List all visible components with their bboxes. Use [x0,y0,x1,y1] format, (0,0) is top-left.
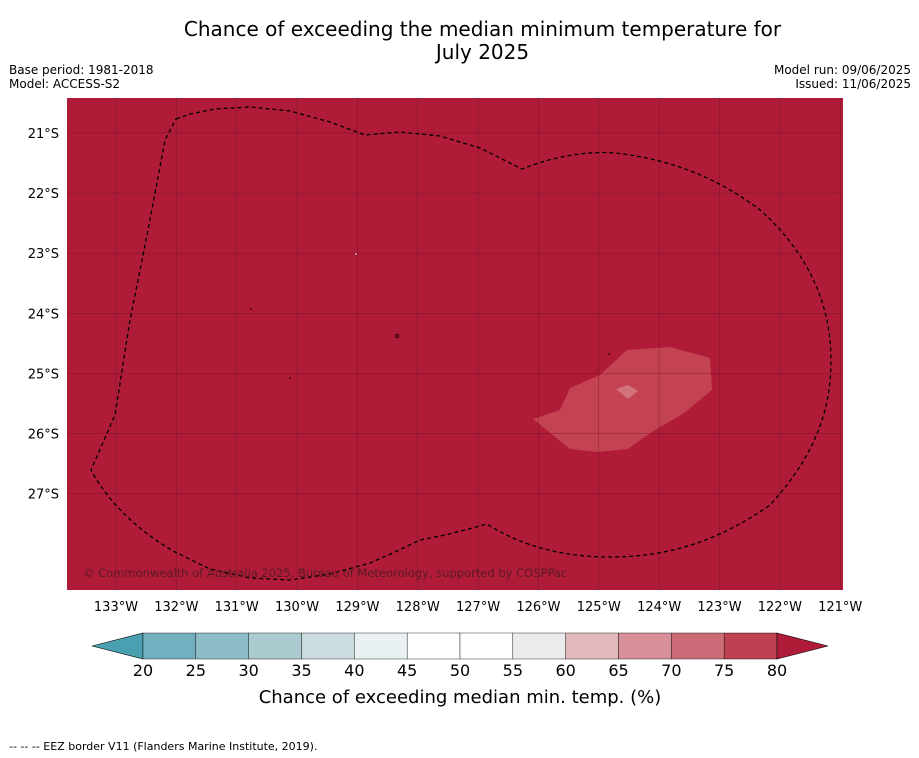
copyright-notice: © Commonwealth of Australia 2025, Bureau… [83,566,567,580]
colorbar-segments [142,632,778,660]
lon-tick-label: 124°W [637,600,681,615]
colorbar-tick-label: 45 [397,661,417,680]
island-markers [250,253,610,379]
latitude-axis-labels: 21°S 22°S 23°S 24°S 25°S 26°S 27°S [28,127,59,503]
lon-tick-label: 122°W [758,600,802,615]
colorbar-tick-label: 65 [608,661,628,680]
colorbar-label: Chance of exceeding median min. temp. (%… [259,687,662,708]
colorbar-tick-label: 80 [767,661,787,680]
colorbar-segment [195,632,249,660]
colorbar-segment [406,632,461,660]
lat-tick-label: 24°S [28,307,59,322]
lon-tick-label: 132°W [154,600,198,615]
colorbar-high-extension [776,632,829,660]
model-name: Model: ACCESS-S2 [9,77,121,91]
lon-tick-label: 131°W [215,600,259,615]
colorbar-tick-label: 75 [714,661,734,680]
island-marker [608,353,610,355]
lon-tick-label: 125°W [577,600,621,615]
colorbar-segment [618,632,672,660]
colorbar-tick-label: 20 [133,661,153,680]
colorbar-low-extension [91,632,144,660]
lon-tick-label: 126°W [516,600,560,615]
lon-tick-label: 127°W [456,600,500,615]
colorbar-tick-labels: 20 25 30 35 40 45 50 55 60 65 70 75 80 [133,661,787,680]
colorbar-segment [142,632,197,660]
lat-tick-label: 23°S [28,247,59,262]
eez-legend-note: -- -- -- EEZ border V11 (Flanders Marine… [9,740,318,753]
title-line-2: July 2025 [435,40,530,64]
lon-tick-label: 129°W [335,600,379,615]
colorbar-tick-label: 70 [661,661,681,680]
lat-tick-label: 26°S [28,428,59,443]
colorbar-segment [723,632,778,660]
colorbar-segment [459,632,514,660]
colorbar-segment [248,632,302,660]
meta-right: Model run: 09/06/2025 Issued: 11/06/2025 [774,63,911,91]
base-period: Base period: 1981-2018 [9,63,154,77]
colorbar-segment [301,632,355,660]
issued-date: Issued: 11/06/2025 [795,77,911,91]
lon-tick-label: 123°W [697,600,741,615]
colorbar-tick-label: 60 [555,661,575,680]
island-marker [394,333,399,338]
colorbar-tick-label: 55 [503,661,523,680]
longitude-axis-labels: 133°W 132°W 131°W 130°W 129°W 128°W 127°W 126°W… [94,600,863,615]
lat-tick-label: 27°S [28,488,59,503]
map-gridlines [67,98,843,590]
colorbar-segment [512,632,566,660]
lon-tick-label: 121°W [818,600,862,615]
lon-tick-label: 130°W [275,600,319,615]
model-run: Model run: 09/06/2025 [773,63,911,77]
island-marker [250,308,252,310]
lon-tick-label: 128°W [396,600,440,615]
colorbar: 20 25 30 35 40 45 50 55 60 65 70 75 80 Chance of exc… [91,632,829,708]
lat-tick-label: 22°S [28,187,59,202]
lon-tick-label: 133°W [94,600,138,615]
colorbar-tick-label: 35 [291,661,311,680]
colorbar-tick-label: 30 [238,661,258,680]
eez-border [90,106,832,581]
colorbar-tick-label: 50 [450,661,470,680]
island-marker [355,253,357,255]
colorbar-segment [354,632,408,660]
meta-left: Base period: 1981-2018 Model: ACCESS-S2 [9,63,154,91]
island-marker [289,377,291,379]
chart-title: Chance of exceeding the median minimum t… [0,18,919,64]
map-background [67,98,843,590]
colorbar-tick-label: 40 [344,661,364,680]
probability-patch-70-75 [616,385,638,399]
title-line-1: Chance of exceeding the median minimum t… [183,17,782,41]
colorbar-tick-label: 25 [186,661,206,680]
colorbar-segment [671,632,725,660]
lat-tick-label: 25°S [28,367,59,382]
lat-tick-label: 21°S [28,127,59,142]
colorbar-segment [565,632,619,660]
